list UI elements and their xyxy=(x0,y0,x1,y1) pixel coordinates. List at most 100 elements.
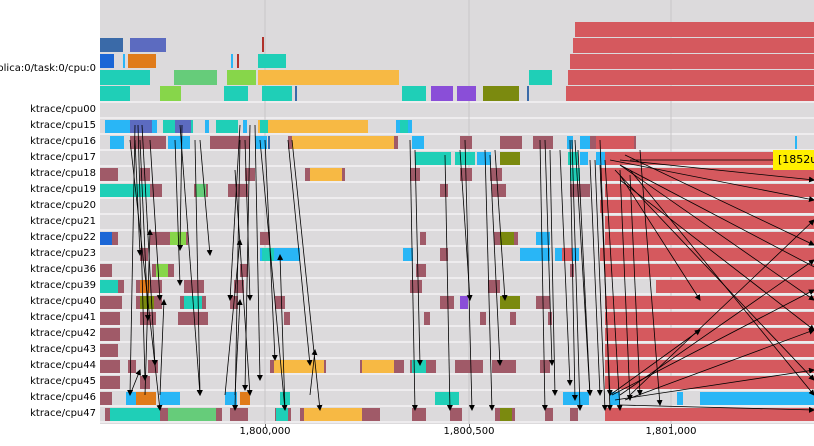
cpu-slice[interactable] xyxy=(275,296,285,309)
cpu-slice[interactable] xyxy=(500,232,514,245)
task-slice[interactable] xyxy=(100,38,123,52)
cpu-slice[interactable] xyxy=(234,280,244,293)
task-slice[interactable] xyxy=(527,86,529,101)
cpu-track-label[interactable]: ktrace/cpu23 xyxy=(30,248,96,259)
cpu-slice[interactable] xyxy=(424,312,430,325)
cpu-slice[interactable] xyxy=(140,248,148,261)
cpu-track-label[interactable]: ktrace/cpu46 xyxy=(30,392,96,403)
cpu-slice[interactable] xyxy=(570,168,580,181)
cpu-slice[interactable] xyxy=(412,136,424,149)
cpu-slice[interactable] xyxy=(440,248,448,261)
cpu-track-label[interactable]: ktrace/cpu20 xyxy=(30,200,96,211)
cpu-slice[interactable] xyxy=(605,328,814,341)
cpu-slice[interactable] xyxy=(545,408,553,421)
cpu-slice[interactable] xyxy=(276,408,288,421)
cpu-slice[interactable] xyxy=(260,120,268,133)
cpu-slice[interactable] xyxy=(600,200,814,213)
cpu-track-label[interactable]: ktrace/cpu44 xyxy=(30,360,96,371)
cpu-slice[interactable] xyxy=(156,264,168,277)
cpu-track-label[interactable]: ktrace/cpu17 xyxy=(30,152,96,163)
cpu-slice[interactable] xyxy=(110,136,124,149)
cpu-slice[interactable] xyxy=(100,296,122,309)
cpu-slice[interactable] xyxy=(490,168,502,181)
cpu-slice[interactable] xyxy=(260,232,270,245)
cpu-slice[interactable] xyxy=(605,312,814,325)
cpu-slice[interactable] xyxy=(600,168,814,181)
cpu-slice[interactable] xyxy=(148,360,158,373)
cpu-slice[interactable] xyxy=(605,184,814,197)
cpu-slice[interactable] xyxy=(600,248,814,261)
task-slice[interactable] xyxy=(227,70,256,85)
cpu-slice[interactable] xyxy=(580,152,588,165)
timeline-canvas[interactable] xyxy=(100,0,814,424)
cpu-slice[interactable] xyxy=(677,392,683,405)
task-slice[interactable] xyxy=(160,86,181,101)
cpu-slice[interactable] xyxy=(100,312,120,325)
task-slice[interactable] xyxy=(231,54,233,68)
task-slice[interactable] xyxy=(295,86,297,101)
task-slice[interactable] xyxy=(431,86,453,101)
task-track-label[interactable]: /replica:0/task:0/cpu:0 xyxy=(0,63,96,74)
cpu-slice[interactable] xyxy=(210,136,250,149)
cpu-slice[interactable] xyxy=(700,392,814,405)
cpu-slice[interactable] xyxy=(130,120,152,133)
cpu-slice[interactable] xyxy=(450,408,462,421)
cpu-slice[interactable] xyxy=(500,152,520,165)
cpu-slice[interactable] xyxy=(225,392,237,405)
task-slice[interactable] xyxy=(457,86,476,101)
cpu-track-label[interactable]: ktrace/cpu40 xyxy=(30,296,96,307)
cpu-slice[interactable] xyxy=(400,120,408,133)
cpu-slice[interactable] xyxy=(605,408,814,421)
cpu-slice[interactable] xyxy=(477,152,491,165)
cpu-slice[interactable] xyxy=(488,280,500,293)
cpu-slice[interactable] xyxy=(262,248,274,261)
cpu-slice[interactable] xyxy=(130,136,166,149)
cpu-slice[interactable] xyxy=(184,280,204,293)
cpu-slice[interactable] xyxy=(605,360,814,373)
cpu-slice[interactable] xyxy=(596,136,634,149)
cpu-slice[interactable] xyxy=(415,152,451,165)
cpu-slice[interactable] xyxy=(230,408,248,421)
cpu-slice[interactable] xyxy=(548,312,552,325)
cpu-slice[interactable] xyxy=(168,136,190,149)
task-slice[interactable] xyxy=(128,54,156,68)
cpu-slice[interactable] xyxy=(205,120,209,133)
cpu-slice[interactable] xyxy=(100,168,118,181)
cpu-track-label[interactable]: ktrace/cpu39 xyxy=(30,280,96,291)
cpu-slice[interactable] xyxy=(412,408,426,421)
task-slice[interactable] xyxy=(123,54,125,68)
cpu-slice[interactable] xyxy=(110,408,160,421)
cpu-slice[interactable] xyxy=(605,216,814,229)
cpu-slice[interactable] xyxy=(440,184,448,197)
task-slice[interactable] xyxy=(570,54,814,69)
cpu-slice[interactable] xyxy=(563,392,589,405)
cpu-track-label[interactable]: ktrace/cpu21 xyxy=(30,216,96,227)
cpu-slice[interactable] xyxy=(500,136,522,149)
cpu-slice[interactable] xyxy=(245,168,255,181)
task-slice[interactable] xyxy=(100,54,114,68)
cpu-slice[interactable] xyxy=(510,312,516,325)
cpu-slice[interactable] xyxy=(240,264,248,277)
task-slice[interactable] xyxy=(262,86,292,101)
cpu-slice[interactable] xyxy=(228,184,248,197)
cpu-track-label[interactable]: ktrace/cpu45 xyxy=(30,376,96,387)
cpu-slice[interactable] xyxy=(568,152,578,165)
cpu-slice[interactable] xyxy=(100,344,118,357)
cpu-slice[interactable] xyxy=(100,280,118,293)
cpu-slice[interactable] xyxy=(795,136,797,149)
task-slice[interactable] xyxy=(262,37,264,52)
cpu-slice[interactable] xyxy=(500,296,520,309)
cpu-slice[interactable] xyxy=(126,392,136,405)
task-slice[interactable] xyxy=(237,54,239,68)
task-slice[interactable] xyxy=(100,70,150,85)
cpu-slice[interactable] xyxy=(100,328,120,341)
task-slice[interactable] xyxy=(566,86,814,101)
cpu-slice[interactable] xyxy=(130,392,156,405)
cpu-slice[interactable] xyxy=(605,344,814,357)
cpu-slice[interactable] xyxy=(605,376,814,389)
cpu-slice[interactable] xyxy=(160,392,180,405)
cpu-track-label[interactable]: ktrace/cpu19 xyxy=(30,184,96,195)
task-slice[interactable] xyxy=(575,22,814,37)
cpu-slice[interactable] xyxy=(435,392,459,405)
cpu-slice[interactable] xyxy=(460,296,468,309)
